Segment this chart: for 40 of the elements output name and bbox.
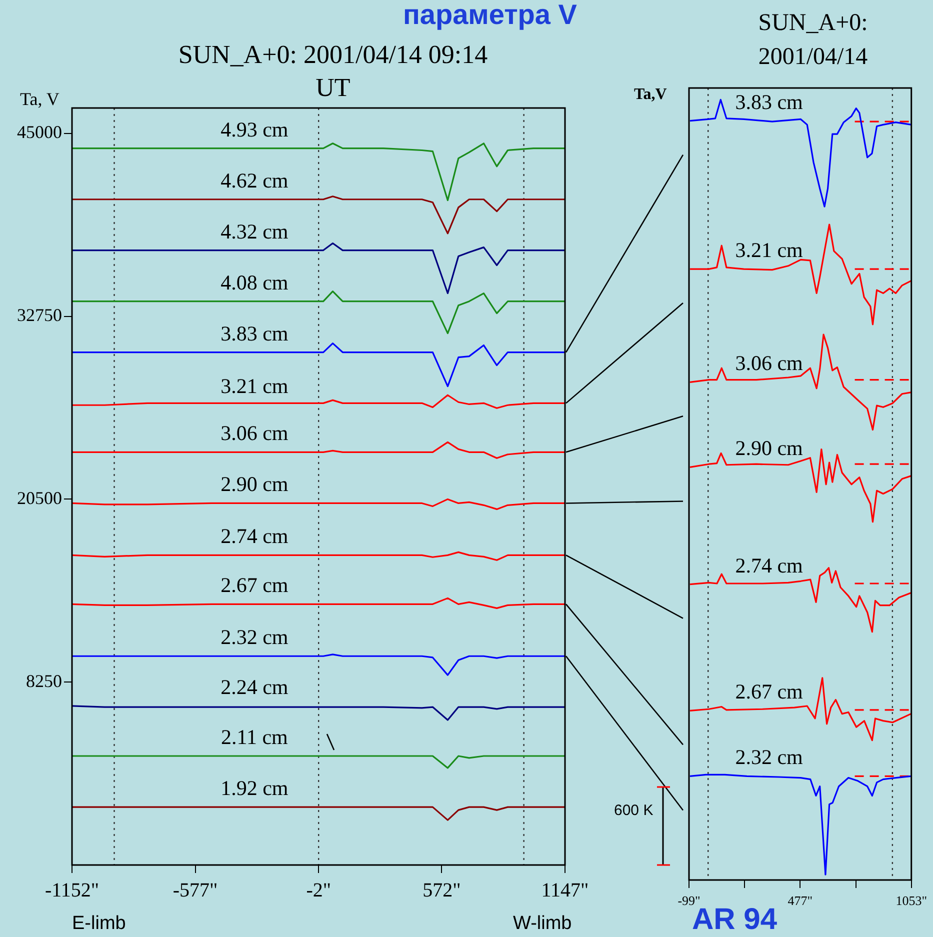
text: 600 K [614,802,654,820]
series-label: 3.21 cm [220,374,288,398]
series-label: 2.32 cm [220,625,288,650]
series-label: 2.90 cm [735,436,803,460]
series-label: 2.74 cm [735,553,803,578]
y-axis-title: Ta, V [20,89,60,110]
text: параметра V [403,0,577,31]
x-tick-label: 477" [788,893,813,908]
x-tick-label: -577" [172,879,218,902]
series-label: 2.74 cm [220,524,288,548]
series-label: 3.83 cm [220,321,288,346]
x-tick-label: -1152" [44,879,100,902]
y-axis-title: Ta,V [634,86,667,104]
series-label: 2.67 cm [735,680,803,704]
series-label: 4.62 cm [220,168,288,192]
series-label: 2.67 cm [220,573,288,598]
series-label: 4.93 cm [220,117,288,142]
x-tick-label: 572" [422,879,461,902]
series-label: 2.32 cm [735,745,803,770]
x-tick-label: 1053" [896,893,928,908]
x-tick-label: -2" [306,879,332,902]
series-label: 2.90 cm [220,472,288,496]
series-label: 3.83 cm [735,90,803,114]
chart-title: SUN_A+0: 2001/04/14 [757,9,869,72]
series-label: 2.11 cm [220,725,288,750]
text: E-limb [72,913,126,935]
y-tick-label: 45000 [17,122,62,142]
series-label: 2.24 cm [220,674,288,699]
y-tick-label: 32750 [17,305,62,326]
series-label: 4.32 cm [220,219,288,244]
series-label: 3.06 cm [220,421,288,446]
series-label: 4.08 cm [220,270,288,294]
y-tick-label: 20500 [17,488,62,508]
x-tick-label: 1147" [541,879,589,902]
series-label: 3.21 cm [735,238,803,262]
text: W-limb [513,913,572,935]
y-tick-label: 8250 [26,670,62,691]
series-label: 3.06 cm [735,351,803,376]
chart-title: SUN_A+0: 2001/04/14 09:14 UT [177,39,489,104]
series-label: 1.92 cm [220,776,288,800]
